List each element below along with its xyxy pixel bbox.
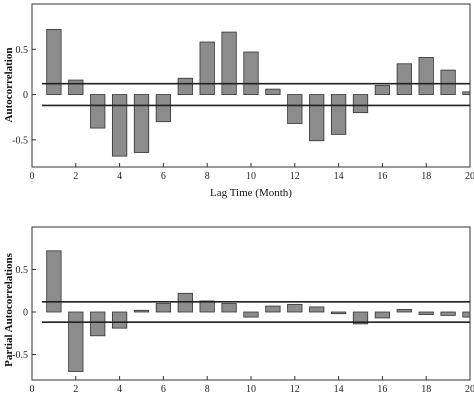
x-tick-label: 18 — [421, 171, 431, 182]
x-tick-label: 10 — [246, 384, 256, 395]
confidence-bounds — [42, 300, 470, 324]
bar — [177, 77, 193, 95]
bar — [309, 94, 325, 142]
y-axis-title: Autocorrelation — [3, 48, 15, 123]
bar — [440, 311, 456, 316]
y-tick-labels: -0.5 0 0.5 — [12, 265, 36, 361]
bar — [46, 28, 62, 95]
bar — [68, 79, 84, 95]
bar — [352, 311, 369, 325]
bar — [374, 85, 391, 95]
bars — [46, 250, 471, 372]
x-tick-label: 0 — [30, 171, 35, 182]
x-tick-label: 8 — [205, 384, 210, 395]
x-tick-label: 6 — [161, 171, 166, 182]
bar — [177, 292, 193, 313]
bar — [155, 303, 172, 313]
x-tick-label: 20 — [465, 384, 474, 395]
bar — [396, 309, 412, 313]
x-tick-label: 2 — [73, 171, 78, 182]
bar — [374, 311, 391, 319]
x-tick-label: 14 — [334, 384, 344, 395]
x-tick-labels: 0 2 4 6 8 10 12 14 16 18 20 — [30, 163, 474, 182]
bars — [46, 28, 471, 157]
y-tick-label: -0.5 — [12, 350, 28, 361]
y-tick-label: -0.5 — [12, 135, 28, 146]
x-tick-label: 12 — [290, 384, 300, 395]
y-tick-label: 0 — [23, 90, 28, 101]
x-tick-label: 4 — [117, 384, 122, 395]
bar — [133, 309, 150, 313]
bar — [155, 94, 172, 123]
x-tick-label: 2 — [73, 384, 78, 395]
bar — [462, 311, 471, 318]
x-tick-label: 8 — [205, 171, 210, 182]
bar — [68, 311, 84, 372]
bar — [330, 311, 347, 315]
bar — [46, 250, 62, 313]
bar — [111, 94, 128, 157]
y-axis-title: Partial Autocorrelations — [3, 252, 15, 366]
bar — [243, 311, 259, 318]
bar — [440, 69, 456, 95]
y-tick-labels: -0.5 0 0.5 — [12, 45, 36, 146]
bar — [418, 57, 434, 95]
bar — [462, 91, 471, 95]
bar — [265, 305, 281, 313]
y-tick-label: 0.5 — [16, 265, 29, 276]
bar — [133, 94, 150, 153]
bar — [221, 303, 237, 313]
bar — [418, 311, 434, 315]
panel-partial-autocorrelation: -0.5 0 0.5 0 2 4 6 8 10 12 14 16 18 20 Partial Autoc… — [3, 226, 474, 395]
bar — [287, 303, 303, 313]
x-tick-label: 0 — [30, 384, 35, 395]
bar — [330, 94, 347, 135]
x-tick-label: 12 — [290, 171, 300, 182]
plot-frame-bottom — [31, 226, 471, 381]
bar — [396, 63, 412, 95]
bar — [221, 31, 237, 95]
y-tick-label: 0.5 — [16, 45, 29, 56]
bar — [90, 94, 106, 129]
bar — [352, 94, 369, 114]
x-tick-label: 6 — [161, 384, 166, 395]
x-tick-label: 14 — [334, 171, 344, 182]
panel-autocorrelation: -0.5 0 0.5 0 2 4 6 8 10 12 14 16 18 20 Autocorrelati… — [3, 3, 474, 199]
bar — [90, 311, 106, 337]
bar — [265, 88, 281, 95]
confidence-bounds — [42, 82, 470, 107]
bar — [111, 311, 128, 329]
bar — [199, 41, 215, 95]
bar — [287, 94, 303, 124]
x-axis-title: Lag Time (Month) — [210, 187, 292, 199]
bar — [243, 51, 259, 95]
x-tick-label: 4 — [117, 171, 122, 182]
x-tick-label: 16 — [377, 171, 387, 182]
x-tick-labels: 0 2 4 6 8 10 12 14 16 18 20 — [30, 376, 474, 395]
y-tick-label: 0 — [23, 308, 28, 319]
bar — [309, 306, 325, 313]
x-tick-label: 18 — [421, 384, 431, 395]
x-tick-label: 10 — [246, 171, 256, 182]
x-tick-label: 20 — [465, 171, 474, 182]
x-tick-label: 16 — [377, 384, 387, 395]
bar — [199, 300, 215, 313]
